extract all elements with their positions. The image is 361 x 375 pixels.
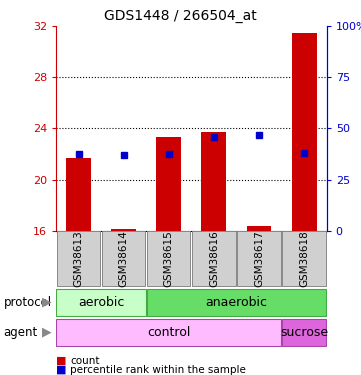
Bar bbox=[56, 288, 146, 316]
Text: ■: ■ bbox=[56, 365, 66, 375]
Text: sucrose: sucrose bbox=[280, 326, 328, 339]
Text: ▶: ▶ bbox=[42, 296, 52, 309]
Bar bbox=[147, 231, 191, 286]
Text: anaerobic: anaerobic bbox=[205, 296, 268, 309]
Text: agent: agent bbox=[4, 326, 38, 339]
Text: aerobic: aerobic bbox=[78, 296, 124, 309]
Text: ■: ■ bbox=[56, 356, 66, 366]
Bar bbox=[247, 225, 271, 231]
Bar bbox=[282, 318, 326, 346]
Bar bbox=[56, 318, 281, 346]
Bar bbox=[201, 132, 226, 231]
Text: protocol: protocol bbox=[4, 296, 52, 309]
Text: GSM38615: GSM38615 bbox=[164, 230, 174, 287]
Bar bbox=[282, 231, 326, 286]
Text: GDS1448 / 266504_at: GDS1448 / 266504_at bbox=[104, 9, 257, 23]
Text: percentile rank within the sample: percentile rank within the sample bbox=[70, 365, 246, 375]
Bar bbox=[111, 230, 136, 231]
Text: GSM38618: GSM38618 bbox=[299, 230, 309, 287]
Bar bbox=[57, 231, 100, 286]
Bar bbox=[292, 33, 317, 231]
Bar bbox=[102, 231, 145, 286]
Bar bbox=[192, 231, 236, 286]
Text: GSM38616: GSM38616 bbox=[209, 230, 219, 287]
Bar bbox=[66, 158, 91, 231]
Bar bbox=[156, 137, 181, 231]
Text: GSM38617: GSM38617 bbox=[254, 230, 264, 287]
Text: GSM38613: GSM38613 bbox=[74, 230, 83, 287]
Text: control: control bbox=[147, 326, 191, 339]
Text: count: count bbox=[70, 356, 100, 366]
Text: ▶: ▶ bbox=[42, 326, 52, 339]
Text: GSM38614: GSM38614 bbox=[119, 230, 129, 287]
Bar bbox=[238, 231, 281, 286]
Bar bbox=[147, 288, 326, 316]
